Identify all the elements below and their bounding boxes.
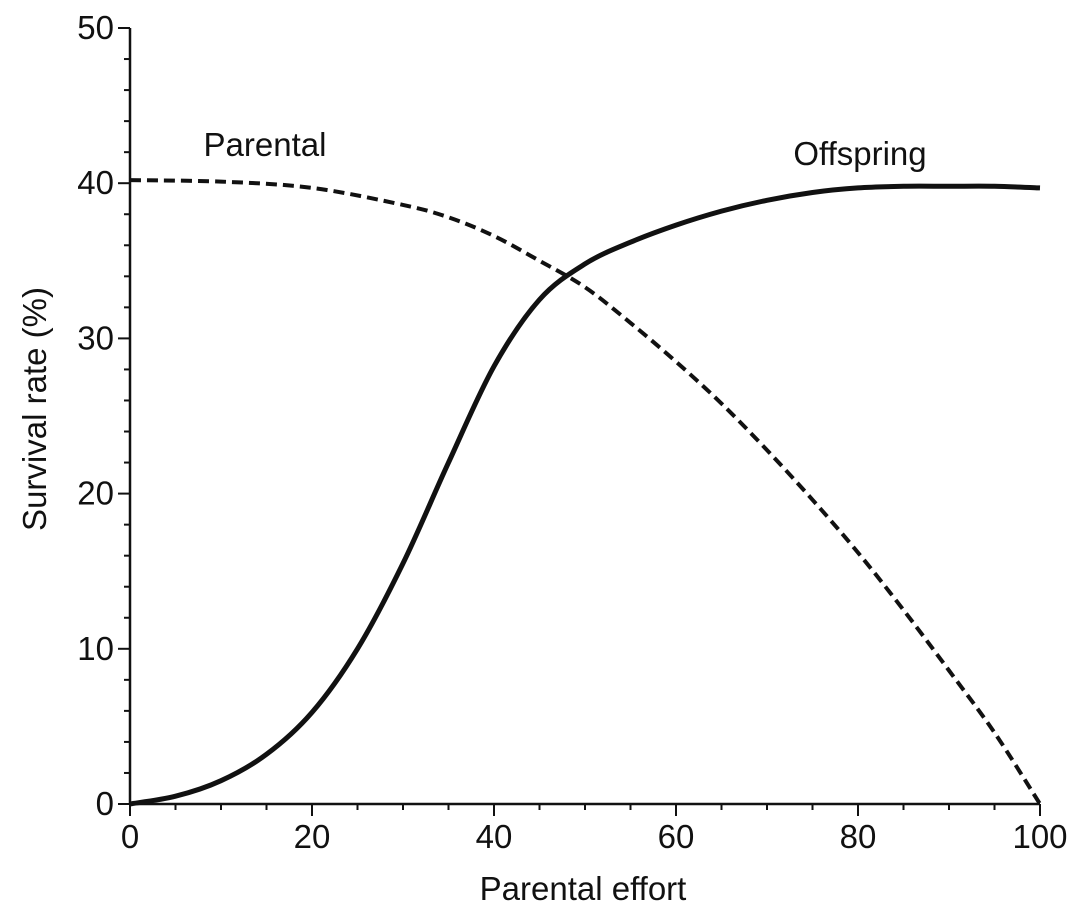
parental-series-line: [129, 178, 1042, 806]
labels-layer: Parental effort Survival rate (%) Parent…: [16, 126, 927, 907]
y-tick-label: 20: [77, 475, 114, 512]
axes-layer: 0 10 20 30 40 50 0 20 40 60 80 100: [77, 9, 1067, 855]
x-tick-label: 0: [121, 818, 139, 855]
x-tick-label: 100: [1012, 818, 1067, 855]
x-tick-label: 20: [294, 818, 331, 855]
y-tick-label: 10: [77, 630, 114, 667]
y-tick-label: 0: [96, 785, 114, 822]
y-tick-label: 50: [77, 9, 114, 46]
x-tick-label: 80: [840, 818, 877, 855]
y-axis-label: Survival rate (%): [16, 287, 53, 531]
x-axis-label: Parental effort: [480, 870, 687, 907]
series-layer: [129, 178, 1042, 807]
offspring-curve-label: Offspring: [793, 135, 926, 172]
x-tick-label: 40: [476, 818, 513, 855]
parental-curve-label: Parental: [204, 126, 327, 163]
y-tick-label: 30: [77, 319, 114, 356]
y-tick-label: 40: [77, 164, 114, 201]
x-tick-label: 60: [658, 818, 695, 855]
offspring-series-line: [129, 183, 1041, 807]
